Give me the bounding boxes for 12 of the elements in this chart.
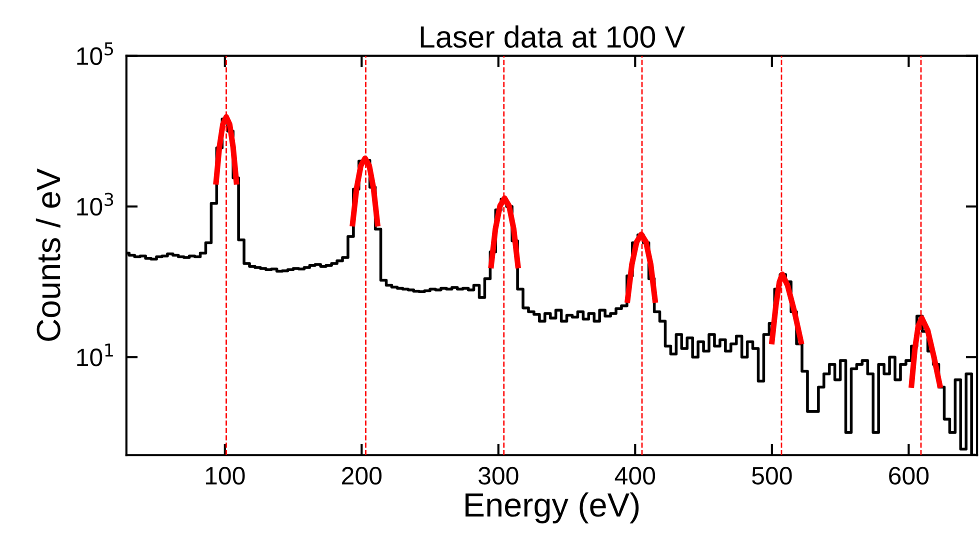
x-axis-title: Energy (eV) [466, 492, 639, 524]
y-tick-label: 10$^{3}$ [77, 192, 114, 216]
x-tick-label: 300 [478, 466, 518, 485]
y-tick-label: 10$^{5}$ [77, 42, 113, 65]
x-tick-label: 400 [614, 466, 656, 485]
x-tick-label: 600 [889, 466, 929, 485]
y-tick-label: 10$^{1}$ [77, 344, 113, 366]
x-tick-label: 500 [752, 466, 792, 485]
y-axis-title: Counts / eV [36, 168, 60, 341]
x-tick-label: 200 [342, 466, 382, 485]
x-tick-label: 100 [206, 466, 245, 485]
chart-title: Laser data at 100 V [420, 25, 685, 48]
